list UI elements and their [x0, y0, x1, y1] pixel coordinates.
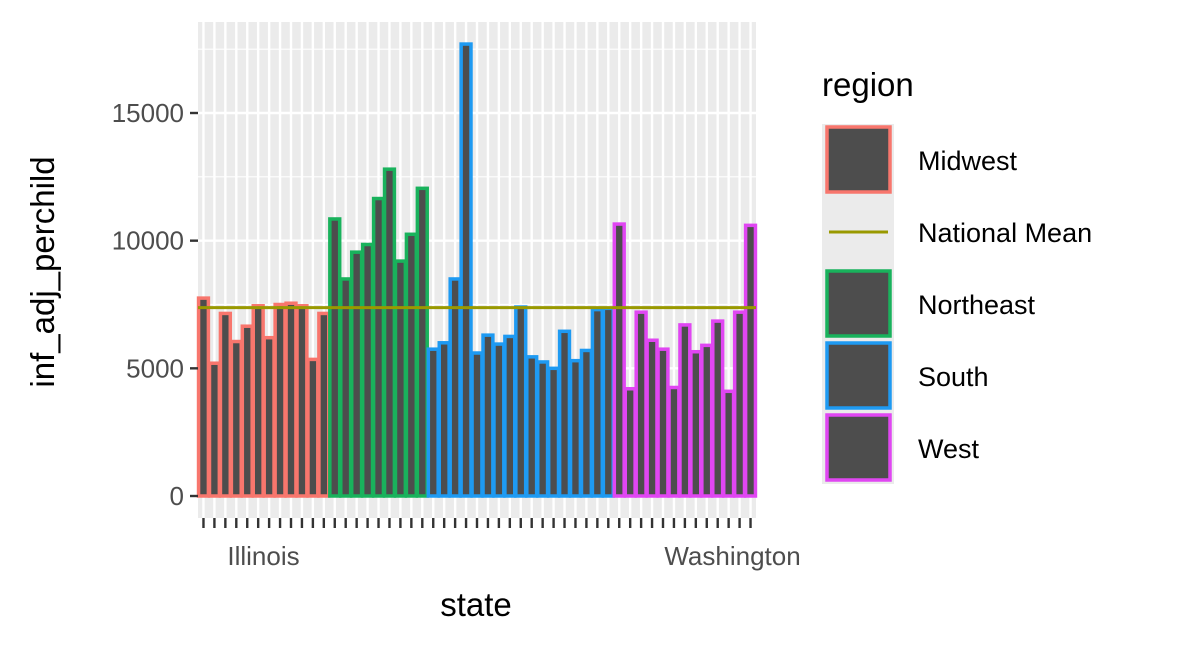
bar: [317, 311, 331, 498]
bar: [634, 310, 648, 498]
bar: [437, 341, 451, 498]
bar: [349, 250, 364, 498]
x-axis-title: state: [440, 586, 512, 623]
bar: [568, 358, 583, 498]
legend-key-swatch: [825, 125, 892, 194]
legend-label: Midwest: [918, 146, 1018, 176]
bar: [700, 343, 714, 498]
bar: [667, 385, 681, 498]
legend: region Midwest National Mean Northeast South…: [822, 66, 1092, 484]
bar: [711, 319, 725, 498]
bar: [579, 348, 594, 498]
bar: [612, 222, 626, 498]
bar: [207, 361, 222, 498]
bar: [306, 357, 320, 498]
bar: [229, 339, 243, 498]
legend-title: region: [822, 66, 914, 103]
bar: [721, 389, 736, 498]
legend-item: National Mean: [822, 196, 1092, 268]
bar: [514, 305, 528, 498]
bar: [546, 366, 561, 498]
x-tick-label: Washington: [664, 541, 800, 571]
y-tick-label: 10000: [112, 226, 184, 256]
bar-layer: [196, 42, 758, 498]
bar: [678, 323, 692, 498]
legend-label: National Mean: [918, 218, 1092, 248]
bar: [339, 277, 353, 498]
bar: [382, 167, 397, 498]
bar: [240, 324, 254, 498]
y-axis-title: inf_adj_perchild: [24, 156, 61, 387]
y-tick-label: 15000: [112, 98, 184, 128]
bar: [645, 338, 659, 498]
legend-key-swatch: [825, 413, 892, 482]
bar: [743, 223, 758, 498]
bar: [251, 304, 265, 498]
legend-key-swatch: [825, 341, 892, 410]
bar: [503, 334, 517, 498]
x-tick-label: Illinois: [227, 541, 299, 571]
bar: [415, 186, 429, 498]
bar: [459, 42, 473, 498]
bar: [262, 335, 276, 498]
legend-item: Midwest: [822, 124, 1018, 196]
bar: [448, 277, 462, 498]
bar: [295, 304, 309, 498]
bar: [732, 310, 747, 498]
bar: [371, 196, 386, 498]
x-axis: Illinois Washington: [202, 518, 801, 571]
bar: [535, 360, 550, 498]
bar: [360, 242, 375, 498]
bar: [284, 301, 298, 498]
legend-item: South: [822, 340, 989, 412]
bar: [525, 355, 539, 498]
bar: [470, 351, 484, 498]
bar: [404, 232, 419, 498]
y-axis: 0 5000 10000 15000: [112, 98, 198, 511]
legend-item: West: [822, 412, 980, 484]
bar: [426, 347, 440, 498]
bar: [328, 217, 342, 498]
bar: [481, 333, 495, 498]
bar: [689, 349, 703, 498]
legend-key-swatch: [825, 269, 892, 338]
bar: [393, 259, 408, 498]
y-tick-label: 5000: [126, 353, 184, 383]
bar: [557, 329, 572, 498]
legend-label: Northeast: [918, 290, 1036, 320]
legend-label: West: [918, 434, 980, 464]
bar: [590, 307, 605, 498]
legend-label: South: [918, 362, 989, 392]
bar: [218, 311, 233, 498]
bar: [656, 347, 670, 498]
bar: [601, 306, 615, 498]
legend-item: Northeast: [822, 268, 1036, 340]
bar: [273, 302, 287, 498]
bar: [196, 296, 211, 498]
bar: [623, 387, 637, 498]
bar: [492, 342, 506, 498]
y-tick-label: 0: [170, 481, 184, 511]
